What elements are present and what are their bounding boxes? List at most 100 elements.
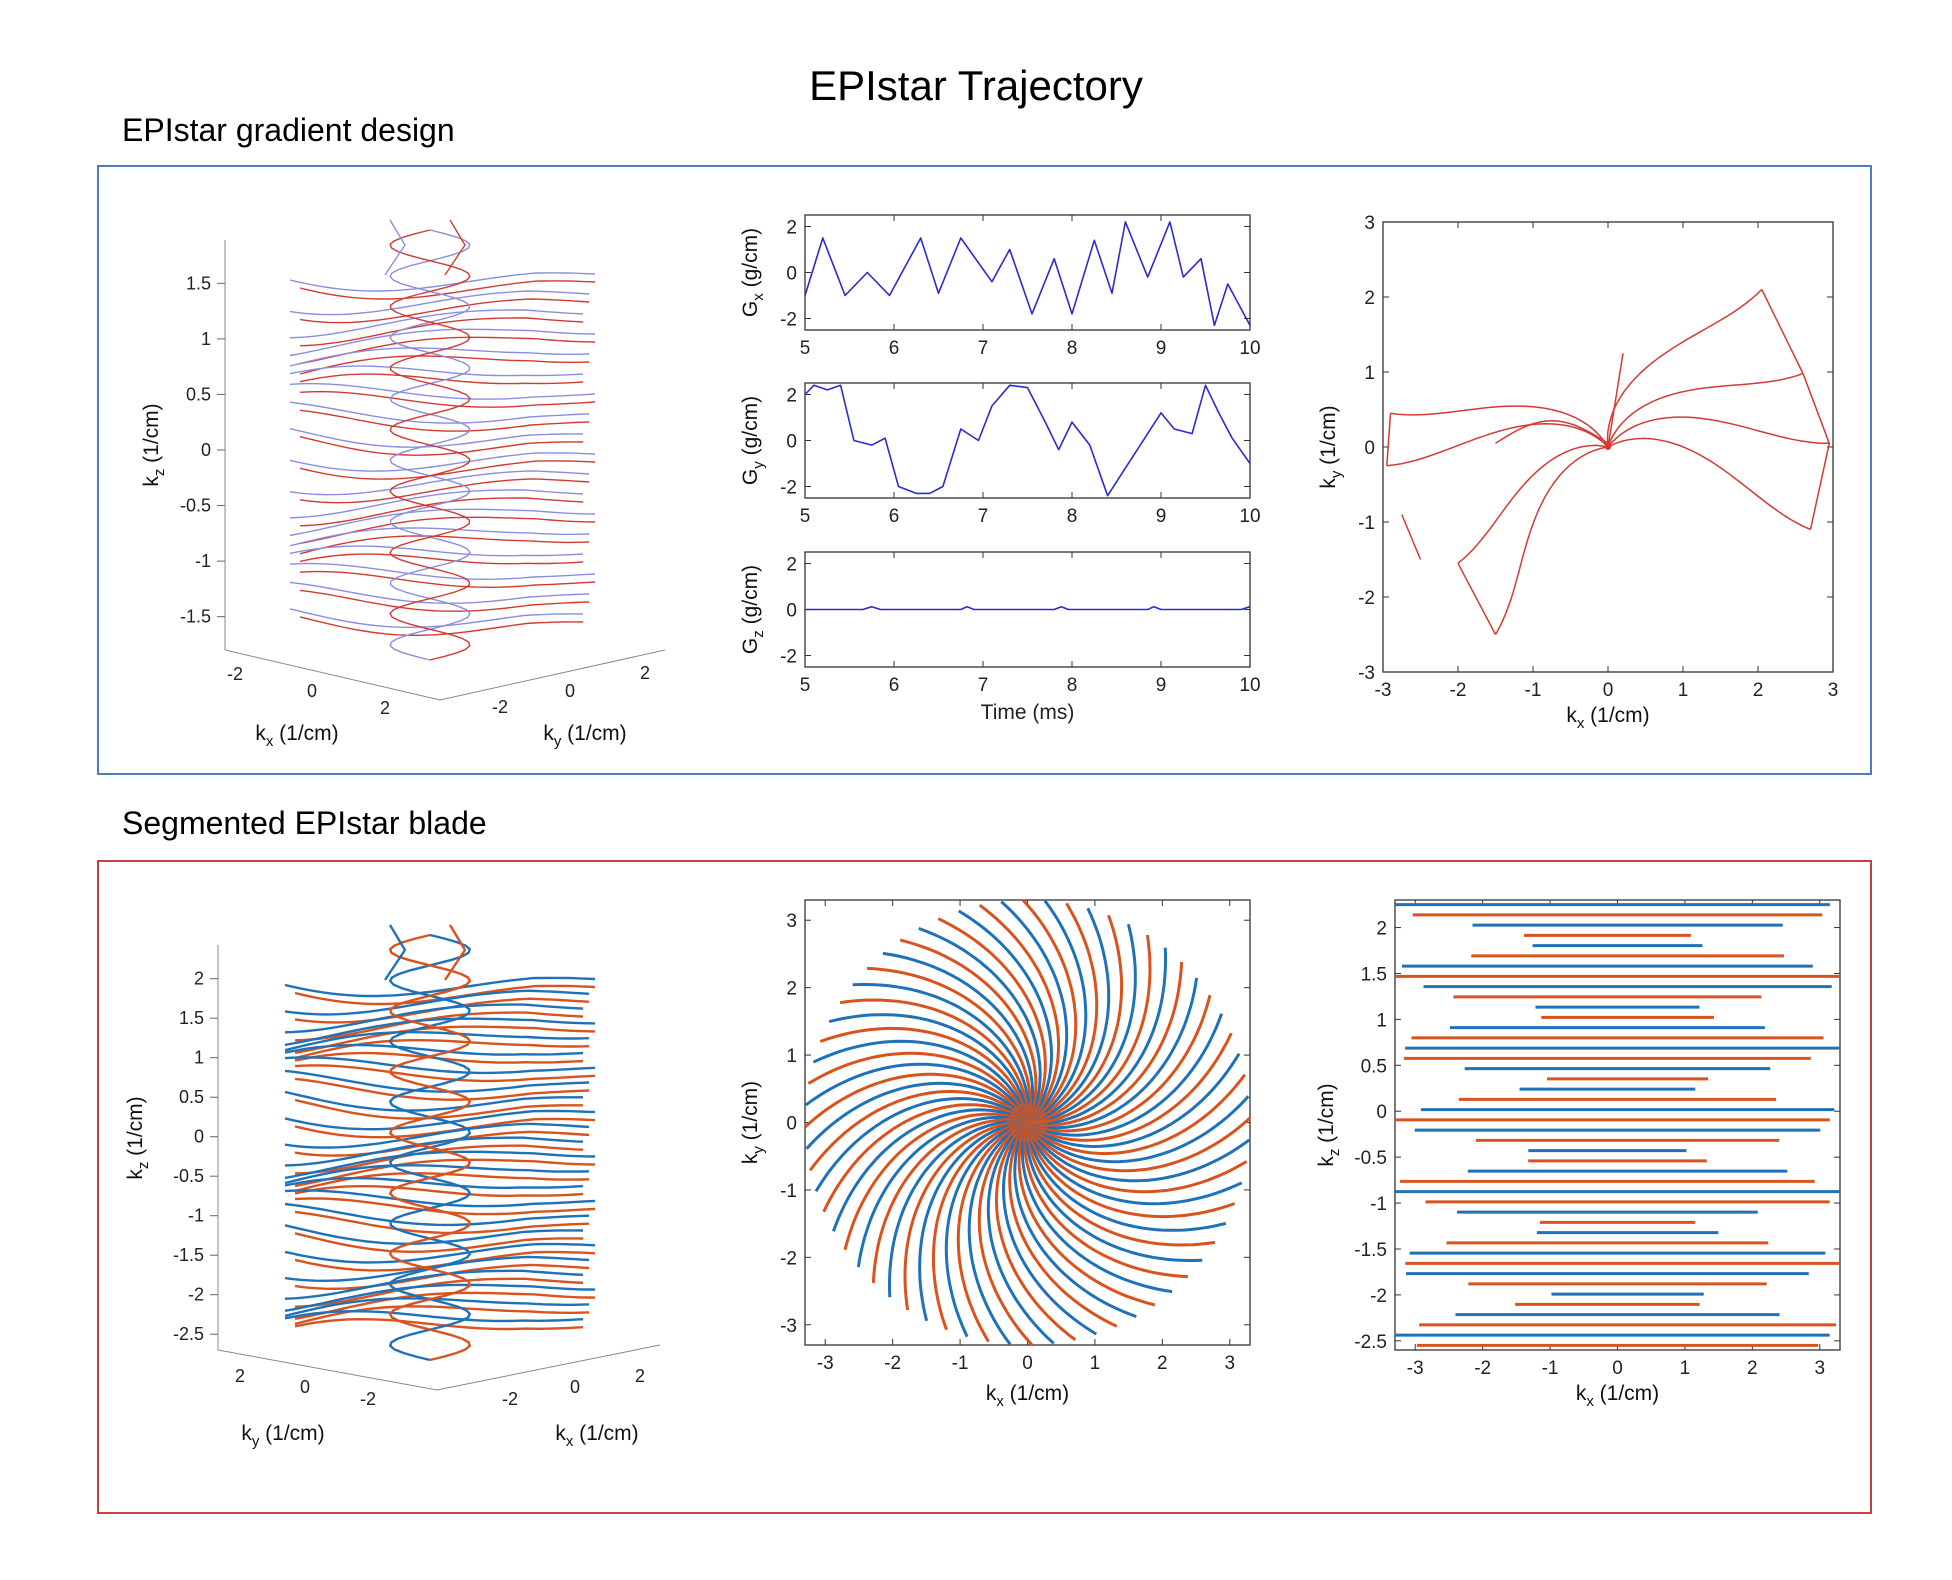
bottom-3d-trace-line xyxy=(284,1150,596,1180)
bottom-3d-helix-strand xyxy=(388,933,472,1362)
spiral-arm xyxy=(1017,1121,1156,1307)
top-3d-ztick-label: -1 xyxy=(195,551,211,571)
top-3d-trace-line xyxy=(299,409,590,432)
spiral-arm xyxy=(828,1013,1029,1123)
bottom-spiral-ytick-label: -3 xyxy=(780,1316,797,1337)
bottom-3d-ztick-label: 2 xyxy=(194,969,204,989)
top-2d-inner-arc xyxy=(1495,420,1609,444)
bottom-3d-trace-line xyxy=(284,1269,584,1300)
bottom-spiral-ytick-label: 1 xyxy=(786,1046,797,1067)
bottom-spiral-xtick-label: 1 xyxy=(1090,1353,1101,1374)
top-3d-trace-line xyxy=(289,328,596,357)
spiral-arm xyxy=(1026,902,1099,1124)
gz-xtick-label: 7 xyxy=(978,675,989,696)
bottom-kz-xtick-label: -2 xyxy=(1474,1358,1491,1379)
spiral-arm xyxy=(944,1121,1028,1338)
top-3d-trace-line xyxy=(299,589,590,612)
bottom-kz-xtick-label: 2 xyxy=(1747,1358,1758,1379)
top-3d-floor-right xyxy=(439,649,666,701)
section-title-segmented-blade: Segmented EPIstar blade xyxy=(122,805,487,841)
top-3d-ytick-label: 0 xyxy=(565,681,575,701)
spiral-arm xyxy=(1026,899,1088,1124)
bottom-3d-trace-line xyxy=(284,1043,584,1056)
bottom-3d-trace-line xyxy=(284,1202,590,1227)
top-2d-arm xyxy=(1386,423,1609,467)
spiral-arm xyxy=(1026,1052,1241,1148)
bottom-3d-zlabel: kz (1/cm) xyxy=(124,1096,152,1179)
spiral-arm xyxy=(882,951,1035,1123)
bottom-kz-xtick-label: -1 xyxy=(1542,1358,1559,1379)
bottom-3d-trace-line xyxy=(284,1122,590,1149)
spiral-dense-center xyxy=(1007,1102,1048,1143)
spiral-arm xyxy=(852,983,1031,1123)
top-3d-trace-line xyxy=(299,497,584,527)
bottom-3d-trace-line xyxy=(294,1011,584,1042)
spiral-arm xyxy=(804,1062,1029,1124)
spiral-arm xyxy=(1020,1122,1173,1294)
top-3d-trace-line xyxy=(289,290,590,316)
top-2d-arm xyxy=(1607,416,1830,448)
spiral-arm xyxy=(839,998,1030,1123)
spiral-arm xyxy=(918,926,1042,1124)
bottom-3d-trace-line xyxy=(294,1277,584,1308)
top-2d-arm xyxy=(1606,288,1763,448)
bottom-3d-floor-right xyxy=(436,1344,661,1391)
gz-xtick-label: 9 xyxy=(1156,675,1167,696)
top-3d-trace-line xyxy=(289,452,596,472)
bottom-3d-trace-line xyxy=(284,1003,584,1034)
gz-waveform xyxy=(805,605,1251,611)
top-3d-ztick-label: 1.5 xyxy=(186,273,211,293)
gy-ylabel: Gy (g/cm) xyxy=(739,396,767,485)
bottom-3d-ztick-label: -2.5 xyxy=(173,1324,204,1344)
bottom-kz-xtick-label: -3 xyxy=(1407,1358,1424,1379)
spiral-arm xyxy=(903,1120,1028,1311)
spiral-arm xyxy=(1027,907,1111,1124)
gx-xtick-label: 5 xyxy=(800,338,811,359)
bottom-3d-ylabel: kx (1/cm) xyxy=(555,1422,638,1450)
spiral-arm xyxy=(918,1121,1028,1322)
bottom-3d-trace-line xyxy=(294,1077,590,1101)
top-3d-trace-line xyxy=(289,272,596,292)
bottom-3d-ztick-label: -0.5 xyxy=(173,1166,204,1186)
top-3d-trace-line xyxy=(299,298,590,324)
spiral-arm xyxy=(1013,1121,1137,1319)
spiral-arm xyxy=(871,1118,1028,1284)
spiral-arm xyxy=(967,1121,1029,1346)
gy-waveform xyxy=(804,384,1251,497)
bottom-3d-trace-line xyxy=(284,1056,596,1075)
spiral-arm xyxy=(843,1112,1029,1251)
spiral-arm xyxy=(1026,1013,1224,1137)
gz-xtick-label: 8 xyxy=(1067,675,1078,696)
spiral-arm xyxy=(804,1072,1029,1129)
gx-xtick-label: 7 xyxy=(978,338,989,359)
top-2d-edge xyxy=(1386,413,1392,466)
spiral-ylabel: ky (1/cm) xyxy=(739,1081,767,1164)
spiral-arm xyxy=(1025,1122,1216,1247)
bottom-kz-ytick-label: -1 xyxy=(1370,1194,1387,1215)
bottom-kz-xtick-label: 3 xyxy=(1814,1358,1825,1379)
spiral-arm xyxy=(1000,900,1069,1124)
top-3d-trace-line xyxy=(289,382,596,400)
top-3d-ytick-label: 2 xyxy=(640,663,650,683)
bottom-kz-xtick-label: 1 xyxy=(1680,1358,1691,1379)
top-2d-ytick-label: -2 xyxy=(1358,588,1375,609)
bottom-3d-trace-line xyxy=(284,1164,590,1185)
spiral-arm xyxy=(1021,899,1078,1124)
bottom-3d-trace-line xyxy=(294,1305,590,1326)
top-3d-ylabel: ky (1/cm) xyxy=(543,722,626,750)
bottom-spiral-ytick-label: -1 xyxy=(780,1181,797,1202)
bottom-3d-trace-line xyxy=(284,1069,590,1093)
top-3d-trace-line xyxy=(289,365,584,377)
spiral-arm xyxy=(1026,1122,1227,1232)
top-2d-arm xyxy=(1390,405,1609,448)
top-2d-xtick-label: 1 xyxy=(1678,680,1689,701)
gz-ytick-label: 0 xyxy=(786,601,797,622)
spiral-arm xyxy=(1002,1121,1098,1336)
gz-xtick-label: 5 xyxy=(800,675,811,696)
figure-title: EPIstar Trajectory xyxy=(809,62,1143,109)
spiral-arm xyxy=(1026,1095,1250,1164)
top-3d-trace-line xyxy=(289,527,590,547)
spiral-arm xyxy=(1026,1032,1233,1142)
top-2d-arm xyxy=(1494,446,1609,635)
gy-axes-box xyxy=(804,382,1251,499)
